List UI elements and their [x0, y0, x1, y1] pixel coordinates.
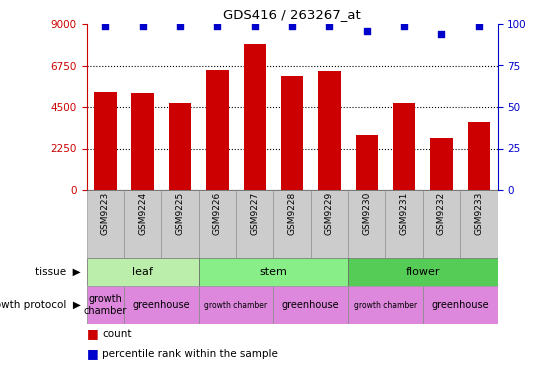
- Point: [287, 23, 296, 29]
- Bar: [198, 190, 236, 258]
- Bar: [348, 258, 498, 286]
- Text: GSM9225: GSM9225: [176, 192, 184, 235]
- Text: GSM9231: GSM9231: [400, 192, 409, 235]
- Text: ■: ■: [87, 328, 98, 340]
- Bar: [94, 92, 116, 190]
- Text: growth chamber: growth chamber: [354, 300, 417, 310]
- Bar: [87, 258, 198, 286]
- Text: greenhouse: greenhouse: [432, 300, 489, 310]
- Point: [101, 23, 110, 29]
- Bar: [198, 286, 273, 324]
- Text: greenhouse: greenhouse: [132, 300, 190, 310]
- Text: GSM9232: GSM9232: [437, 192, 446, 235]
- Bar: [206, 70, 229, 190]
- Text: percentile rank within the sample: percentile rank within the sample: [102, 349, 278, 359]
- Text: growth
chamber: growth chamber: [84, 294, 127, 316]
- Bar: [460, 190, 498, 258]
- Text: leaf: leaf: [132, 267, 153, 277]
- Bar: [87, 286, 124, 324]
- Bar: [348, 190, 386, 258]
- Point: [475, 23, 484, 29]
- Point: [362, 28, 371, 34]
- Bar: [348, 286, 423, 324]
- Bar: [124, 286, 198, 324]
- Bar: [162, 190, 198, 258]
- Point: [176, 23, 184, 29]
- Text: greenhouse: greenhouse: [282, 300, 339, 310]
- Bar: [281, 76, 304, 190]
- Bar: [273, 286, 348, 324]
- Bar: [131, 93, 154, 190]
- Bar: [169, 103, 191, 190]
- Bar: [198, 258, 348, 286]
- Bar: [311, 190, 348, 258]
- Bar: [468, 122, 490, 190]
- Bar: [356, 135, 378, 190]
- Bar: [124, 190, 162, 258]
- Bar: [386, 190, 423, 258]
- Text: ■: ■: [87, 347, 98, 361]
- Bar: [236, 190, 273, 258]
- Text: growth chamber: growth chamber: [205, 300, 268, 310]
- Title: GDS416 / 263267_at: GDS416 / 263267_at: [223, 8, 361, 22]
- Text: tissue  ▶: tissue ▶: [35, 267, 81, 277]
- Bar: [430, 138, 453, 190]
- Text: GSM9233: GSM9233: [475, 192, 484, 235]
- Text: GSM9230: GSM9230: [362, 192, 371, 235]
- Point: [250, 23, 259, 29]
- Text: GSM9228: GSM9228: [287, 192, 297, 235]
- Point: [138, 23, 147, 29]
- Text: count: count: [102, 329, 132, 339]
- Point: [213, 23, 222, 29]
- Text: GSM9224: GSM9224: [138, 192, 147, 235]
- Point: [325, 23, 334, 29]
- Bar: [393, 103, 415, 190]
- Text: GSM9223: GSM9223: [101, 192, 110, 235]
- Point: [437, 31, 446, 37]
- Bar: [244, 44, 266, 190]
- Bar: [423, 190, 460, 258]
- Text: stem: stem: [259, 267, 287, 277]
- Bar: [273, 190, 311, 258]
- Bar: [87, 190, 124, 258]
- Point: [400, 23, 409, 29]
- Text: GSM9227: GSM9227: [250, 192, 259, 235]
- Text: GSM9229: GSM9229: [325, 192, 334, 235]
- Text: flower: flower: [406, 267, 440, 277]
- Text: growth protocol  ▶: growth protocol ▶: [0, 300, 81, 310]
- Bar: [423, 286, 498, 324]
- Bar: [318, 71, 340, 190]
- Text: GSM9226: GSM9226: [213, 192, 222, 235]
